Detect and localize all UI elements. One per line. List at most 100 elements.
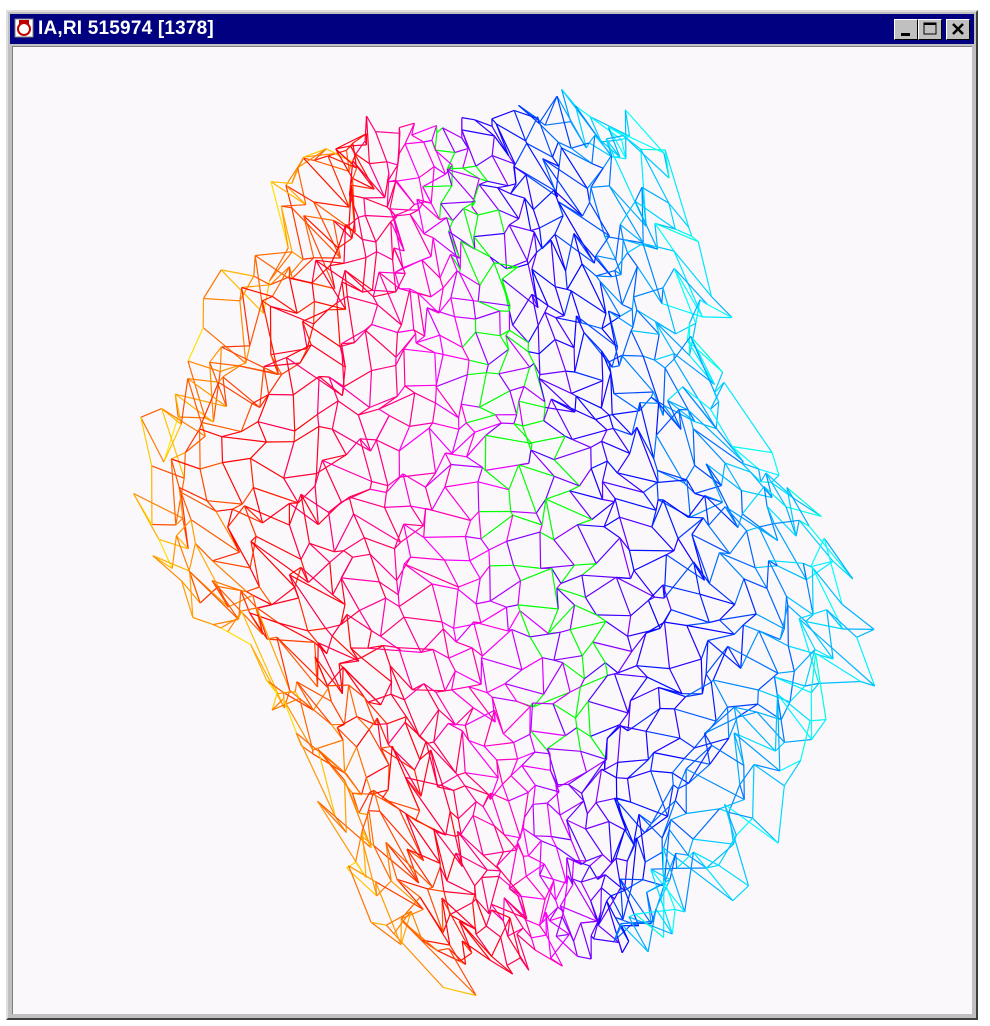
wire (562, 662, 571, 693)
wire (571, 380, 604, 394)
wire (449, 254, 458, 272)
wire (390, 221, 394, 260)
wire (549, 920, 570, 935)
wire (370, 921, 387, 926)
wire (735, 817, 754, 836)
wire (390, 221, 405, 252)
wire (655, 499, 659, 511)
wire (595, 275, 601, 282)
wire (341, 270, 346, 283)
wire (530, 230, 535, 233)
wire (297, 485, 316, 504)
wire (823, 537, 843, 605)
wire (257, 421, 267, 443)
wire (518, 464, 555, 477)
wire (650, 752, 655, 771)
wire (458, 272, 474, 301)
wire (477, 285, 481, 302)
wire (513, 165, 527, 176)
wire (814, 648, 834, 660)
wire (371, 630, 381, 637)
wire (556, 583, 562, 589)
wire (517, 604, 521, 611)
wire (719, 613, 757, 621)
maximize-button[interactable] (918, 19, 942, 40)
wire (459, 272, 481, 286)
wire (486, 692, 493, 698)
wire (506, 266, 518, 270)
wire (345, 438, 361, 456)
wire (573, 859, 590, 867)
wire (398, 808, 425, 861)
wire (562, 875, 569, 912)
wire (340, 577, 361, 611)
wire (666, 550, 675, 556)
wire (504, 683, 518, 702)
wire (288, 494, 302, 526)
wire (671, 909, 676, 935)
wire (483, 745, 498, 761)
wire (469, 549, 490, 562)
wire (442, 270, 458, 289)
wire (446, 152, 456, 170)
wire (294, 681, 298, 692)
wire (466, 360, 470, 375)
wire (636, 837, 646, 863)
wire (269, 266, 290, 286)
wire (464, 520, 472, 537)
wire (403, 563, 433, 585)
wire (630, 330, 644, 357)
wire (777, 693, 813, 740)
wire (662, 287, 677, 335)
wire (378, 392, 415, 410)
wire (394, 259, 423, 274)
wire (331, 724, 344, 741)
wire (619, 537, 632, 579)
wire (457, 774, 466, 787)
wire (340, 604, 346, 625)
wire (645, 730, 681, 739)
wire (399, 122, 415, 129)
wire (674, 788, 679, 801)
wire (206, 500, 243, 505)
wire (455, 707, 474, 726)
wire (433, 741, 457, 774)
wire (331, 428, 347, 456)
wire (286, 357, 343, 397)
wire (713, 679, 759, 691)
wire (364, 537, 395, 550)
wire (608, 310, 634, 328)
wire (398, 647, 434, 651)
wire (607, 126, 627, 159)
close-button[interactable] (946, 19, 970, 40)
wire (243, 505, 264, 524)
wire (490, 792, 509, 802)
client-area (12, 46, 972, 1014)
wire (421, 259, 441, 279)
wire (441, 897, 477, 930)
wire (606, 427, 614, 431)
wire (798, 618, 816, 650)
wire (539, 524, 543, 533)
wire (386, 716, 407, 725)
wire (348, 684, 358, 717)
wire (310, 344, 346, 368)
wire (673, 358, 717, 429)
wire (577, 955, 592, 960)
wire (675, 322, 697, 335)
wire (392, 259, 397, 292)
wire (743, 765, 745, 800)
wire (521, 657, 543, 671)
wire (462, 165, 476, 169)
wire (344, 270, 348, 297)
wire (363, 537, 371, 555)
wire (357, 217, 363, 240)
wire (542, 158, 583, 217)
wire (454, 147, 469, 154)
wire (466, 414, 496, 424)
wire (410, 505, 424, 527)
wire (460, 374, 468, 405)
wire (710, 682, 717, 722)
minimize-button[interactable] (894, 19, 918, 40)
wire (373, 790, 381, 812)
